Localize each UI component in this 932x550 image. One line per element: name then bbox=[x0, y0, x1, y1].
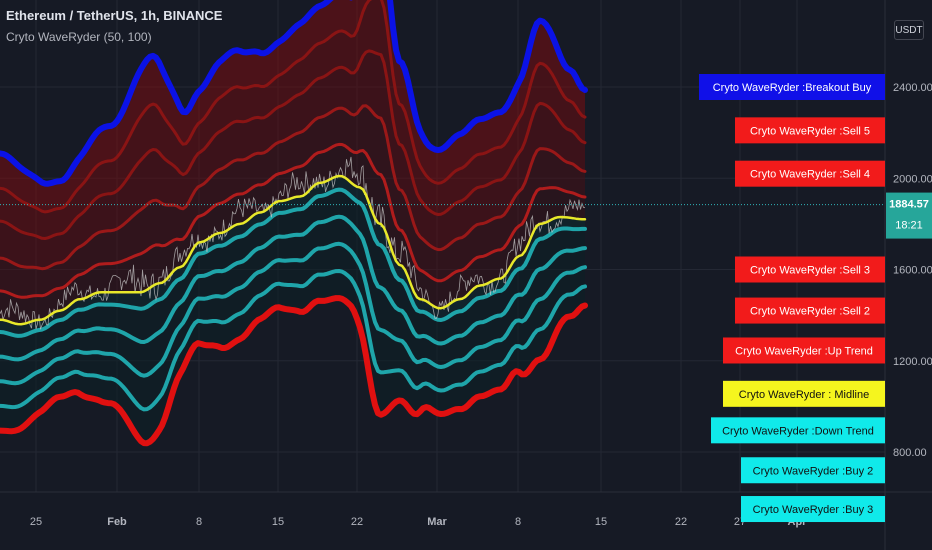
y-tick-label: 2000.00 bbox=[893, 173, 932, 185]
level-label-bg bbox=[741, 457, 885, 484]
y-tick-label: 800.00 bbox=[893, 447, 927, 459]
level-label-text: Cryto WaveRyder :Down Trend bbox=[722, 425, 874, 437]
price-tag-countdown: 18:21 bbox=[895, 220, 923, 232]
level-label-bg bbox=[735, 297, 885, 324]
currency-button[interactable]: USDT bbox=[894, 20, 924, 40]
fill-lower-2 bbox=[0, 189, 585, 444]
x-tick-label: Feb bbox=[107, 516, 127, 528]
x-tick-label: 8 bbox=[196, 516, 202, 528]
band-sell-2 bbox=[0, 142, 587, 299]
band-bottom bbox=[0, 295, 588, 447]
level-label-bg bbox=[735, 160, 885, 187]
level-label-bg bbox=[735, 256, 885, 283]
band-sell-3 bbox=[0, 104, 587, 271]
band-sell-5 bbox=[0, 0, 587, 214]
level-label-text: Cryto WaveRyder :Sell 3 bbox=[750, 265, 870, 277]
level-label-bg bbox=[741, 496, 885, 523]
band-breakout-buy bbox=[0, 0, 588, 187]
fill-upper-1 bbox=[0, 0, 585, 212]
x-tick-label: 25 bbox=[30, 516, 42, 528]
band-sell-4 bbox=[0, 49, 587, 240]
fill-lower-1 bbox=[0, 176, 585, 336]
fill-upper-3 bbox=[0, 50, 585, 269]
level-label-text: Cryto WaveRyder :Sell 4 bbox=[750, 169, 870, 181]
level-label-text: Cryto WaveRyder :Sell 2 bbox=[750, 306, 870, 318]
level-label-text: Cryto WaveRyder :Buy 2 bbox=[753, 465, 874, 477]
x-tick-label: 15 bbox=[595, 516, 607, 528]
band-buy-2 bbox=[0, 214, 587, 362]
level-label-text: Cryto WaveRyder :Buy 3 bbox=[753, 504, 874, 516]
level-label-bg bbox=[711, 417, 885, 444]
fill-upper-2 bbox=[0, 0, 585, 239]
y-tick-label: 1600.00 bbox=[893, 265, 932, 277]
band-down-trend bbox=[0, 187, 587, 338]
price-tag-value: 1884.57 bbox=[889, 199, 929, 211]
band-buy-3 bbox=[0, 241, 587, 386]
band-midline bbox=[0, 174, 587, 326]
x-tick-label: 22 bbox=[675, 516, 687, 528]
level-label-bg bbox=[735, 117, 885, 144]
x-tick-label: Mar bbox=[427, 516, 447, 528]
level-label-bg bbox=[723, 337, 885, 364]
y-tick-label: 2400.00 bbox=[893, 82, 932, 94]
x-tick-label: 15 bbox=[272, 516, 284, 528]
symbol-title: Ethereum / TetherUS, 1h, BINANCE bbox=[6, 8, 223, 23]
level-label-text: Cryto WaveRyder :Sell 5 bbox=[750, 125, 870, 137]
price-tag-box bbox=[886, 192, 932, 239]
level-label-text: Cryto WaveRyder : Midline bbox=[739, 389, 869, 401]
y-tick-label: 1200.00 bbox=[893, 356, 932, 368]
band-buy-4 bbox=[0, 269, 587, 412]
indicator-legend[interactable]: Cryto WaveRyder (50, 100) bbox=[6, 30, 152, 44]
x-tick-label: 22 bbox=[351, 516, 363, 528]
level-label-text: Cryto WaveRyder :Breakout Buy bbox=[713, 82, 872, 94]
level-label-bg bbox=[723, 380, 885, 407]
x-tick-label: 8 bbox=[515, 516, 521, 528]
level-label-bg bbox=[699, 74, 885, 100]
level-label-text: Cryto WaveRyder :Up Trend bbox=[735, 345, 873, 357]
